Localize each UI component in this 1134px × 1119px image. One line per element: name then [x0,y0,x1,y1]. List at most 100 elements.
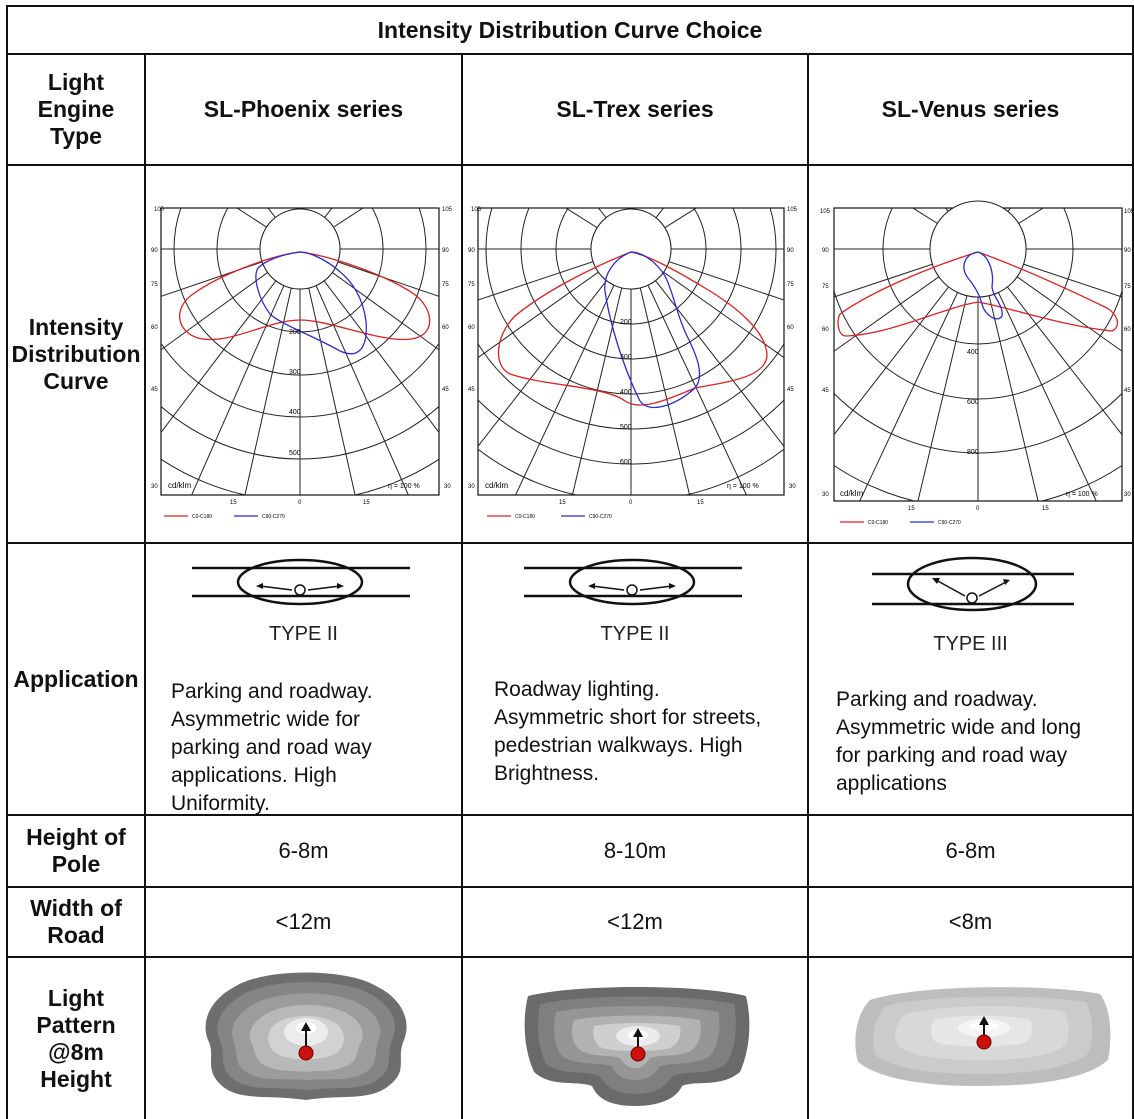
angle-label: 90 [1124,248,1131,254]
angle-label: 90 [822,248,829,254]
row-divider [6,956,1134,958]
pole-height-phoenix: 6-8m [278,838,329,863]
row-label-light-pattern: Light Pattern @8m Height [36,984,116,1092]
angle-label: 75 [822,284,829,290]
curve-label-top-left: 105 [820,209,831,215]
radial-label: 200 [620,319,632,326]
application-description-phoenix: Parking and roadway. Asymmetric wide for… [171,680,373,815]
angle-label: 30 [789,484,796,490]
tick-label: 15 [697,500,704,506]
legend-label: C90-C270 [262,514,285,520]
tick-label: 15 [559,500,566,506]
application-type-phoenix: TYPE II [269,622,338,645]
application-type-trex: TYPE II [600,622,670,645]
table-border-right [1132,5,1134,1119]
application-description-venus: Parking and roadway. Asymmetric wide and… [836,688,1082,795]
radial-label: 400 [620,389,632,396]
unit-label: cd/klm [168,481,191,490]
tick-label: 0 [976,506,980,512]
column-divider [144,53,146,1119]
radial-label: 500 [620,424,632,431]
legend-label: C0-C180 [192,514,212,520]
row-label-road-width: Width of Road [30,895,122,948]
table-title: Intensity Distribution Curve Choice [377,16,763,43]
column-divider [807,53,809,1119]
angle-label: 75 [1124,284,1131,290]
application-type-venus: TYPE III [933,632,1008,655]
angle-label: 75 [442,282,449,288]
road-width-trex: <12m [607,909,663,934]
tick-label: 15 [1042,506,1049,512]
legend-label: C0-C180 [515,514,535,520]
table-border-top [6,5,1134,7]
row-label-engine-type: Light Engine Type [37,69,115,149]
light-pattern-trex [524,987,750,1106]
radial-label: 200 [289,329,301,336]
angle-label: 45 [151,387,158,393]
curve-label-top-right: 105 [442,207,453,213]
curve-label-top-right: 105 [787,207,798,213]
row-label-application: Application [13,665,139,692]
polar-curve-trex: 105 105 90 75 60 45 30 90 75 60 45 30 20… [468,207,798,520]
angle-label: 90 [442,248,449,254]
angle-label: 45 [468,387,475,393]
angle-label: 90 [151,248,158,254]
row-divider [6,542,1134,544]
pole-height-venus: 6-8m [945,838,996,863]
angle-label: 60 [468,325,475,331]
angle-label: 90 [787,248,794,254]
angle-label: 60 [822,327,829,333]
angle-label: 60 [442,325,449,331]
road-diagram-type3-venus [872,556,1074,612]
series-header-phoenix: SL-Phoenix series [203,96,404,122]
radial-label: 600 [620,459,632,466]
angle-label: 30 [822,492,829,498]
angle-label: 60 [151,325,158,331]
angle-label: 60 [787,325,794,331]
row-divider [6,814,1134,816]
row-divider [6,53,1134,55]
angle-label: 45 [787,387,794,393]
legend-label: C90-C270 [589,514,612,520]
light-pattern-venus [855,987,1111,1086]
efficiency-label: η = 100 % [388,483,420,490]
road-width-venus: <8m [948,909,993,934]
unit-label: cd/klm [840,489,863,498]
angle-label: 75 [787,282,794,288]
curve-label-top-left: 105 [154,207,165,213]
angle-label: 45 [1124,388,1131,394]
table-border-left [6,5,8,1119]
radial-label: 600 [967,399,979,406]
angle-label: 90 [468,248,475,254]
legend-label: C90-C270 [938,520,961,526]
efficiency-label: η = 100 % [727,483,759,490]
angle-label: 45 [822,388,829,394]
angle-label: 30 [468,484,475,490]
legend-label: C0-C180 [868,520,888,526]
row-divider [6,164,1134,166]
angle-label: 30 [1124,492,1131,498]
angle-label: 45 [442,387,449,393]
series-header-venus: SL-Venus series [881,96,1060,122]
pole-height-trex: 8-10m [603,838,667,863]
angle-label: 75 [151,282,158,288]
application-description-trex: Roadway lighting. Asymmetric short for s… [494,678,762,785]
tick-label: 15 [230,500,237,506]
row-label-intensity-curve: Intensity Distribution Curve [11,313,141,394]
tick-label: 0 [629,500,633,506]
road-width-phoenix: <12m [275,909,332,934]
unit-label: cd/klm [485,481,508,490]
series-header-trex: SL-Trex series [556,96,714,122]
column-divider [461,53,463,1119]
curve-label-top-left: 105 [471,207,482,213]
radial-label: 300 [620,354,632,361]
tick-label: 0 [298,500,302,506]
radial-label: 400 [289,409,301,416]
radial-label: 400 [967,349,979,356]
polar-curve-venus: 105 105 90 75 60 45 30 90 75 60 45 30 40… [820,200,1132,526]
tick-label: 15 [908,506,915,512]
row-label-pole-height: Height of Pole [26,824,126,877]
angle-label: 30 [444,484,451,490]
efficiency-label: η = 100 % [1066,491,1098,498]
